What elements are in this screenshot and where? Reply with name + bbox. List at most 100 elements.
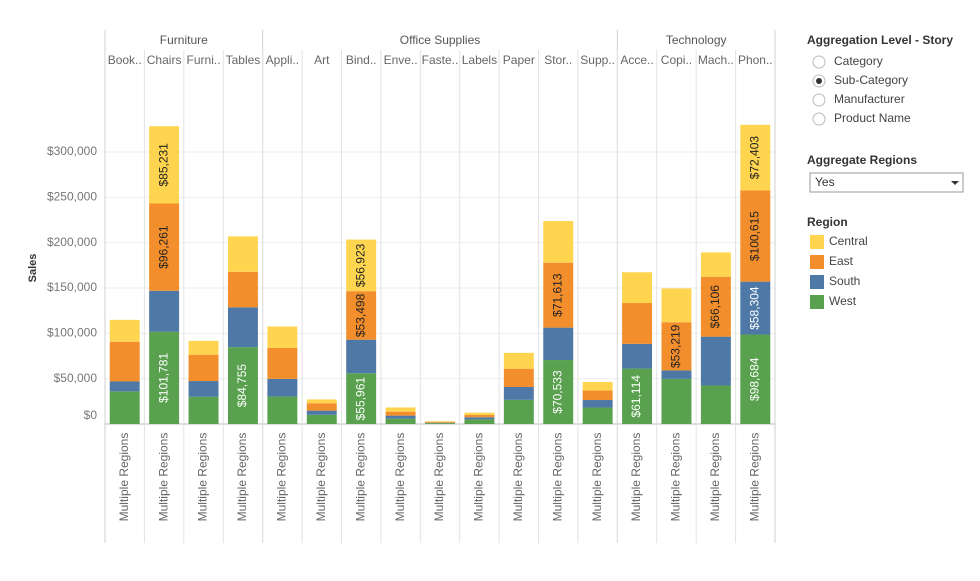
group-label: Office Supplies — [400, 33, 481, 47]
data-label: $55,961 — [353, 377, 367, 421]
bar-segment — [228, 307, 258, 347]
data-label: $96,261 — [156, 225, 170, 269]
legend-label: East — [829, 254, 854, 268]
sub-category-label: Mach.. — [698, 53, 734, 67]
legend-label: Central — [829, 234, 868, 248]
row-label: Multiple Regions — [275, 433, 289, 522]
radio-label[interactable]: Sub-Category — [834, 73, 908, 87]
bar-segment — [464, 419, 494, 424]
data-label: $58,304 — [747, 286, 761, 330]
row-label: Multiple Regions — [629, 433, 643, 522]
sub-category-label: Phon.. — [738, 53, 773, 67]
data-label: $61,114 — [629, 375, 643, 418]
bar-segment — [583, 382, 613, 391]
bar-segment — [701, 337, 731, 386]
radio-button[interactable] — [813, 56, 825, 68]
bar-segment — [504, 400, 534, 424]
bar-segment — [149, 291, 179, 332]
y-tick-label: $150,000 — [47, 280, 97, 294]
bar-segment — [504, 369, 534, 387]
bar-segment — [661, 288, 691, 322]
sub-category-label: Acce.. — [620, 53, 653, 67]
bar-segment — [307, 399, 337, 403]
legend-title: Region — [807, 215, 848, 229]
data-label: $71,613 — [550, 273, 564, 317]
row-label: Multiple Regions — [432, 433, 446, 522]
bar-segment — [386, 419, 416, 424]
data-label: $56,923 — [353, 243, 367, 287]
bar-segment — [701, 386, 731, 424]
bar-segment — [189, 381, 219, 397]
row-label: Multiple Regions — [393, 433, 407, 522]
legend-swatch — [810, 235, 824, 249]
bar-segment — [267, 327, 297, 348]
legend-swatch — [810, 295, 824, 309]
radio-button[interactable] — [813, 94, 825, 106]
row-label: Multiple Regions — [235, 433, 249, 522]
sub-category-label: Labels — [462, 53, 497, 67]
bar-segment — [425, 423, 455, 424]
bar-segment — [464, 415, 494, 417]
bar-segment — [307, 415, 337, 424]
bar-segment — [110, 391, 140, 424]
sub-category-label: Chairs — [147, 53, 182, 67]
radio-label[interactable]: Category — [834, 54, 883, 68]
bar-segment — [622, 303, 652, 344]
sub-category-label: Copi.. — [661, 53, 692, 67]
bar-segment — [661, 370, 691, 378]
control-title: Aggregation Level - Story — [807, 33, 953, 47]
y-tick-label: $300,000 — [47, 144, 97, 158]
data-label: $100,615 — [747, 211, 761, 261]
bar-segment — [110, 381, 140, 391]
bar-segment — [189, 397, 219, 424]
row-label: Multiple Regions — [747, 433, 761, 522]
group-label: Technology — [666, 33, 727, 47]
bar-segment — [504, 387, 534, 400]
data-label: $72,403 — [747, 136, 761, 180]
bar-segment — [661, 379, 691, 424]
radio-label[interactable]: Manufacturer — [834, 92, 905, 106]
sub-category-label: Tables — [226, 53, 261, 67]
bar-segment — [543, 221, 573, 263]
radio-dot — [816, 78, 822, 84]
row-label: Multiple Regions — [590, 433, 604, 522]
bar-segment — [543, 328, 573, 360]
row-label: Multiple Regions — [196, 433, 210, 522]
radio-label[interactable]: Product Name — [834, 111, 911, 125]
row-label: Multiple Regions — [708, 433, 722, 522]
bar-segment — [267, 379, 297, 397]
sub-category-label: Faste.. — [422, 53, 459, 67]
y-tick-label: $50,000 — [54, 371, 98, 385]
bar-segment — [425, 422, 455, 423]
data-label: $98,684 — [747, 357, 761, 401]
bar-segment — [346, 340, 376, 374]
legend-swatch — [810, 255, 824, 269]
bar-segment — [386, 412, 416, 416]
data-label: $53,498 — [353, 293, 367, 337]
row-label: Multiple Regions — [117, 433, 131, 522]
sub-category-label: Furni.. — [187, 53, 221, 67]
bar-segment — [110, 320, 140, 342]
sub-category-label: Supp.. — [580, 53, 615, 67]
bar-segment — [386, 416, 416, 419]
data-label: $101,781 — [156, 353, 170, 403]
bar-segment — [504, 353, 534, 369]
bar-segment — [583, 400, 613, 408]
sub-category-label: Art — [314, 53, 330, 67]
row-label: Multiple Regions — [472, 433, 486, 522]
row-label: Multiple Regions — [314, 433, 328, 522]
bar-segment — [228, 236, 258, 272]
data-label: $84,755 — [235, 364, 249, 408]
legend-swatch — [810, 275, 824, 289]
bar-segment — [110, 342, 140, 382]
bar-segment — [464, 417, 494, 419]
y-tick-label: $0 — [84, 408, 98, 422]
bar-segment — [622, 344, 652, 369]
y-tick-label: $200,000 — [47, 235, 97, 249]
radio-button[interactable] — [813, 113, 825, 125]
row-label: Multiple Regions — [550, 433, 564, 522]
sub-category-label: Appli.. — [266, 53, 299, 67]
bar-segment — [307, 403, 337, 410]
bar-segment — [622, 272, 652, 303]
